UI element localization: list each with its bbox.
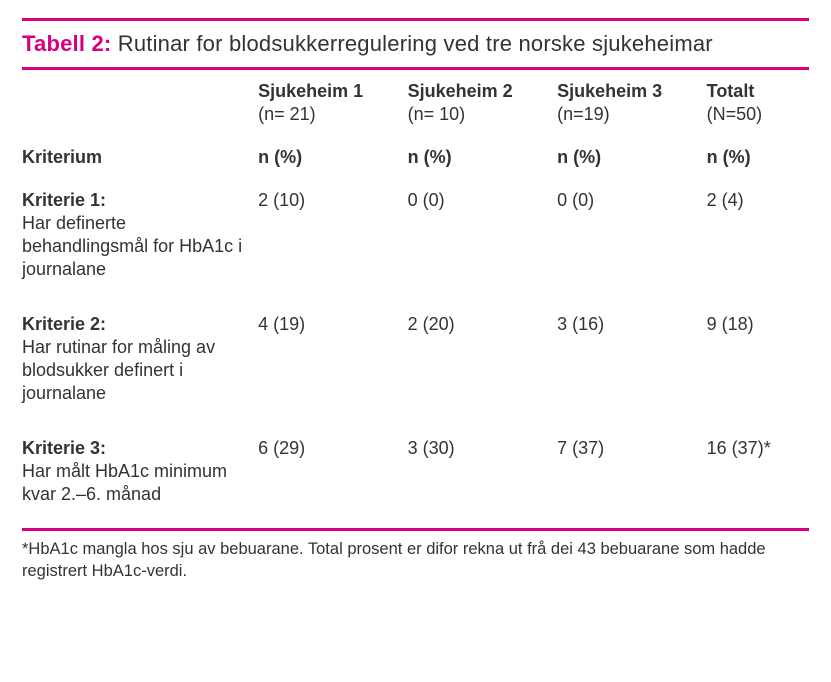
row-lead: Kriterie 3: — [22, 437, 252, 460]
data-table: Sjukeheim 1 (n= 21) Sjukeheim 2 (n= 10) … — [22, 70, 809, 528]
table-container: Tabell 2: Rutinar for blodsukkerreguleri… — [0, 0, 831, 596]
header-col-2: Sjukeheim 2 (n= 10) — [408, 70, 558, 140]
header-col-1: Sjukeheim 1 (n= 21) — [258, 70, 408, 140]
row-total: 2 (4) — [707, 179, 809, 303]
row-c2: 2 (20) — [408, 303, 558, 427]
row-label: Kriterie 3: Har målt HbA1c minimum kvar … — [22, 427, 258, 528]
header-col-1-n: (n= 21) — [258, 103, 402, 126]
table-row: Kriterie 3: Har målt HbA1c minimum kvar … — [22, 427, 809, 528]
row-lead: Kriterie 1: — [22, 189, 252, 212]
header-col-1-name: Sjukeheim 1 — [258, 81, 363, 101]
table-row: Kriterie 1: Har definerte behandlingsmål… — [22, 179, 809, 303]
header-empty — [22, 70, 258, 140]
subheader-c1: n (%) — [258, 140, 408, 179]
row-total: 16 (37)* — [707, 427, 809, 528]
row-c1: 2 (10) — [258, 179, 408, 303]
row-lead: Kriterie 2: — [22, 313, 252, 336]
subheader-c2: n (%) — [408, 140, 558, 179]
header-col-3-name: Sjukeheim 3 — [557, 81, 662, 101]
row-desc: Har målt HbA1c minimum kvar 2.–6. månad — [22, 460, 252, 506]
header-col-2-n: (n= 10) — [408, 103, 552, 126]
subheader-row: Kriterium n (%) n (%) n (%) n (%) — [22, 140, 809, 179]
row-c2: 3 (30) — [408, 427, 558, 528]
header-col-3-n: (n=19) — [557, 103, 701, 126]
subheader-label: Kriterium — [22, 140, 258, 179]
table-title-text: Rutinar for blodsukkerregulering ved tre… — [111, 31, 712, 56]
row-c3: 0 (0) — [557, 179, 707, 303]
row-c1: 6 (29) — [258, 427, 408, 528]
row-label: Kriterie 2: Har rutinar for måling av bl… — [22, 303, 258, 427]
row-total: 9 (18) — [707, 303, 809, 427]
table-title-label: Tabell 2: — [22, 31, 111, 56]
header-col-total: Totalt (N=50) — [707, 70, 809, 140]
row-c3: 7 (37) — [557, 427, 707, 528]
row-c2: 0 (0) — [408, 179, 558, 303]
table-row: Kriterie 2: Har rutinar for måling av bl… — [22, 303, 809, 427]
header-col-total-n: (N=50) — [707, 103, 803, 126]
header-col-3: Sjukeheim 3 (n=19) — [557, 70, 707, 140]
row-label: Kriterie 1: Har definerte behandlingsmål… — [22, 179, 258, 303]
subheader-c3: n (%) — [557, 140, 707, 179]
row-c1: 4 (19) — [258, 303, 408, 427]
table-title-row: Tabell 2: Rutinar for blodsukkerreguleri… — [22, 18, 809, 70]
header-col-2-name: Sjukeheim 2 — [408, 81, 513, 101]
header-col-total-name: Totalt — [707, 81, 755, 101]
subheader-total: n (%) — [707, 140, 809, 179]
table-footnote: *HbA1c mangla hos sju av bebuarane. Tota… — [22, 528, 809, 582]
header-row: Sjukeheim 1 (n= 21) Sjukeheim 2 (n= 10) … — [22, 70, 809, 140]
row-desc: Har rutinar for måling av blodsukker def… — [22, 336, 252, 405]
row-desc: Har definerte behandlingsmål for HbA1c i… — [22, 212, 252, 281]
row-c3: 3 (16) — [557, 303, 707, 427]
